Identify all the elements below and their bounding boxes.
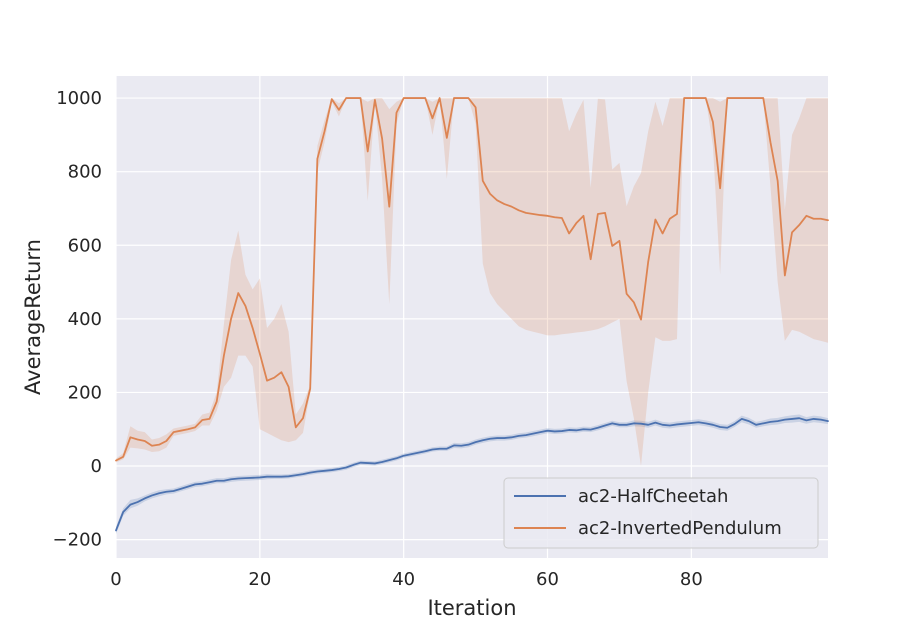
y-tick-label: 600 <box>68 235 102 256</box>
x-axis-label: Iteration <box>427 596 516 620</box>
line-ac2-invertedpendulum <box>115 97 829 462</box>
legend: ac2-HalfCheetah ac2-InvertedPendulum <box>503 477 819 549</box>
y-tick-label: 800 <box>68 162 102 183</box>
x-tick-label: 80 <box>680 569 703 590</box>
x-tick-label: 20 <box>248 569 271 590</box>
y-gridlines <box>116 97 828 541</box>
y-axis-label: AverageReturn <box>21 239 45 395</box>
band-ac2-halfcheetah <box>116 414 828 535</box>
legend-label-invertedpendulum: ac2-InvertedPendulum <box>578 518 782 539</box>
x-gridlines <box>115 76 692 558</box>
y-tick-label: 200 <box>68 382 102 403</box>
band-ac2-invertedpendulum <box>116 98 828 467</box>
x-tick-label: 40 <box>392 569 415 590</box>
x-tick-label: 60 <box>536 569 559 590</box>
y-tick-label: 1000 <box>56 88 102 109</box>
confidence-bands <box>116 98 828 535</box>
y-tick-label: 400 <box>68 309 102 330</box>
y-tick-label: 0 <box>91 456 102 477</box>
y-tick-label: −200 <box>53 530 102 551</box>
legend-label-halfcheetah: ac2-HalfCheetah <box>578 486 728 507</box>
x-tick-labels: 0 20 40 60 80 <box>110 569 703 590</box>
series-lines <box>115 97 829 532</box>
y-tick-labels: −200 0 200 400 600 800 1000 <box>53 88 102 551</box>
legend-box <box>503 477 819 549</box>
x-tick-label: 0 <box>110 569 121 590</box>
line-ac2-halfcheetah <box>115 417 829 532</box>
